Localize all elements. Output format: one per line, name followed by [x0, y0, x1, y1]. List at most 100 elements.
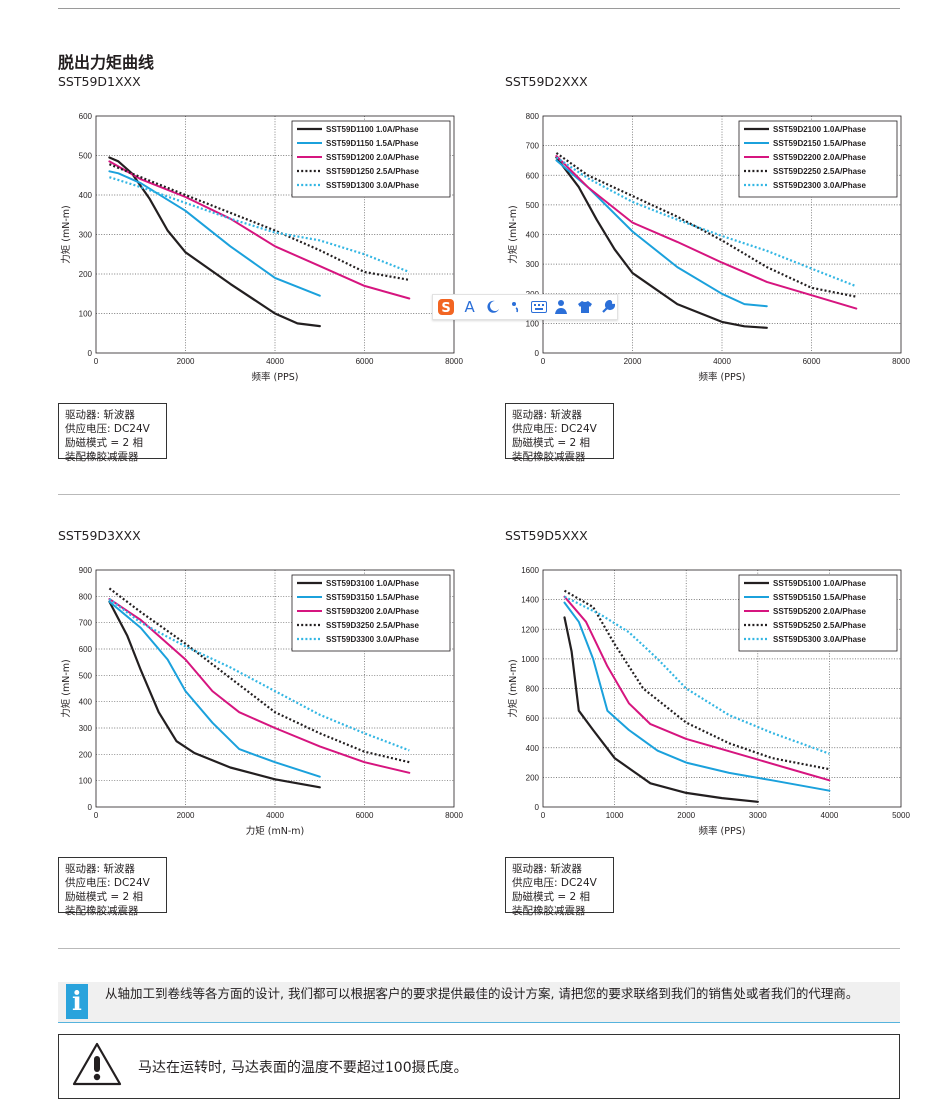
- series-line-3: [108, 160, 411, 300]
- y-tick-label: 300: [79, 724, 93, 733]
- y-tick-label: 0: [88, 349, 93, 358]
- legend-label: SST59D5150 1.5A/Phase: [773, 593, 866, 602]
- legend-label: SST59D1200 2.0A/Phase: [326, 153, 419, 162]
- punctuation-icon[interactable]: [507, 298, 524, 316]
- info-driver: 驱动器: 斩波器: [65, 863, 135, 875]
- info-mode: 励磁模式 = 2 相: [65, 437, 143, 449]
- legend-label: SST59D1100 1.0A/Phase: [326, 125, 419, 134]
- x-tick-label: 6000: [803, 357, 821, 366]
- text-mode-icon[interactable]: A: [464, 298, 475, 316]
- shirt-icon[interactable]: [577, 298, 594, 316]
- x-tick-label: 0: [94, 811, 99, 820]
- y-tick-label: 400: [79, 191, 93, 200]
- y-tick-label: 0: [88, 803, 93, 812]
- y-tick-label: 400: [526, 744, 540, 753]
- legend-label: SST59D3100 1.0A/Phase: [326, 579, 419, 588]
- series-line-5: [108, 598, 410, 752]
- x-tick-label: 0: [94, 357, 99, 366]
- x-tick-label: 2000: [624, 357, 642, 366]
- section-divider: [58, 494, 900, 495]
- y-tick-label: 900: [79, 566, 93, 575]
- x-axis-label: 力矩 (mN-m): [246, 825, 304, 837]
- x-tick-label: 2000: [677, 811, 695, 820]
- chart-panel-3: SST59D3XXX 0 2000 4000 6000 8000 0 100 200 300 40…: [58, 528, 498, 958]
- series-line-4: [108, 163, 410, 281]
- legend-label: SST59D3150 1.5A/Phase: [326, 593, 419, 602]
- sogou-logo-icon[interactable]: S: [437, 298, 455, 316]
- legend-label: SST59D5300 3.0A/Phase: [773, 635, 866, 644]
- legend-label: SST59D5200 2.0A/Phase: [773, 607, 866, 616]
- info-voltage: 供应电压: DC24V: [65, 877, 150, 889]
- series-line-5: [555, 156, 857, 288]
- legend-label: SST59D1150 1.5A/Phase: [326, 139, 419, 148]
- x-tick-label: 2000: [177, 357, 195, 366]
- info-driver: 驱动器: 斩波器: [65, 409, 135, 421]
- series-line-1: [108, 156, 321, 328]
- y-tick-label: 1600: [521, 566, 539, 575]
- legend-label: SST59D3300 3.0A/Phase: [326, 635, 419, 644]
- ime-toolbar[interactable]: S A: [432, 294, 618, 320]
- page-title: 脱出力矩曲线: [58, 53, 155, 72]
- legend-label: SST59D1300 3.0A/Phase: [326, 181, 419, 190]
- plot-frame: [95, 115, 455, 354]
- x-tick-label: 2000: [177, 811, 195, 820]
- info-voltage: 供应电压: DC24V: [65, 423, 150, 435]
- info-damper: 装配橡胶减震器: [65, 905, 139, 917]
- series-line-4: [555, 152, 857, 298]
- series-line-2: [563, 601, 831, 792]
- user-icon[interactable]: [554, 298, 571, 316]
- y-tick-label: 800: [526, 685, 540, 694]
- y-tick-label: 300: [526, 260, 540, 269]
- series-line-4: [563, 589, 830, 771]
- series-line-2: [108, 170, 321, 297]
- legend-label: SST59D2100 1.0A/Phase: [773, 125, 866, 134]
- y-tick-label: 600: [79, 645, 93, 654]
- y-tick-label: 100: [79, 310, 93, 319]
- y-tick-label: 800: [79, 592, 93, 601]
- svg-text:S: S: [441, 301, 450, 316]
- legend-label: SST59D2250 2.5A/Phase: [773, 167, 866, 176]
- y-tick-label: 1400: [521, 596, 539, 605]
- y-tick-label: 100: [526, 319, 540, 328]
- x-tick-label: 8000: [445, 357, 463, 366]
- y-tick-label: 200: [79, 750, 93, 759]
- info-driver: 驱动器: 斩波器: [512, 409, 582, 421]
- notice-text: 从轴加工到卷线等各方面的设计, 我们都可以根据客户的要求提供最佳的设计方案, 请…: [105, 986, 859, 1001]
- info-box-1: 驱动器: 斩波器 供应电压: DC24V 励磁模式 = 2 相 装配橡胶减震器: [58, 403, 167, 463]
- x-tick-label: 6000: [356, 811, 374, 820]
- x-tick-label: 4000: [266, 811, 284, 820]
- y-tick-label: 700: [526, 142, 540, 151]
- legend-label: SST59D5250 2.5A/Phase: [773, 621, 866, 630]
- chart-panel-1: SST59D1XXX 0 2000 4000 6000 8000 0 100 200 300 40…: [58, 74, 498, 504]
- y-tick-label: 700: [79, 619, 93, 628]
- x-tick-label: 8000: [445, 811, 463, 820]
- y-tick-label: 400: [526, 231, 540, 240]
- info-voltage: 供应电压: DC24V: [512, 423, 597, 435]
- model-label: SST59D3XXX: [58, 528, 141, 543]
- y-tick-label: 1000: [521, 655, 539, 664]
- wrench-icon[interactable]: [600, 298, 617, 316]
- legend-label: SST59D1250 2.5A/Phase: [326, 167, 419, 176]
- series-line-2: [108, 600, 321, 778]
- x-axis-label: 频率 (PPS): [699, 371, 746, 383]
- y-tick-label: 200: [79, 270, 93, 279]
- y-axis-label: 力矩 (mN-m): [507, 205, 519, 263]
- keyboard-icon[interactable]: [530, 298, 547, 316]
- info-mode: 励磁模式 = 2 相: [65, 891, 143, 903]
- model-label: SST59D2XXX: [505, 74, 588, 89]
- plot-frame: [542, 115, 902, 354]
- x-tick-label: 6000: [356, 357, 374, 366]
- moon-icon[interactable]: [484, 298, 501, 316]
- info-damper: 装配橡胶减震器: [512, 905, 586, 917]
- torque-chart-3: 0 2000 4000 6000 8000 0 100 200 300 400 500 600 700 8…: [60, 566, 463, 837]
- plot-frame: [542, 569, 902, 808]
- series-line-2: [555, 159, 768, 308]
- y-axis-label: 力矩 (mN-m): [60, 205, 72, 263]
- y-tick-label: 300: [79, 231, 93, 240]
- y-tick-label: 600: [526, 171, 540, 180]
- x-axis-label: 频率 (PPS): [252, 371, 299, 383]
- info-damper: 装配橡胶减震器: [512, 451, 586, 463]
- y-tick-label: 600: [79, 112, 93, 121]
- x-tick-label: 4000: [713, 357, 731, 366]
- y-tick-label: 100: [79, 777, 93, 786]
